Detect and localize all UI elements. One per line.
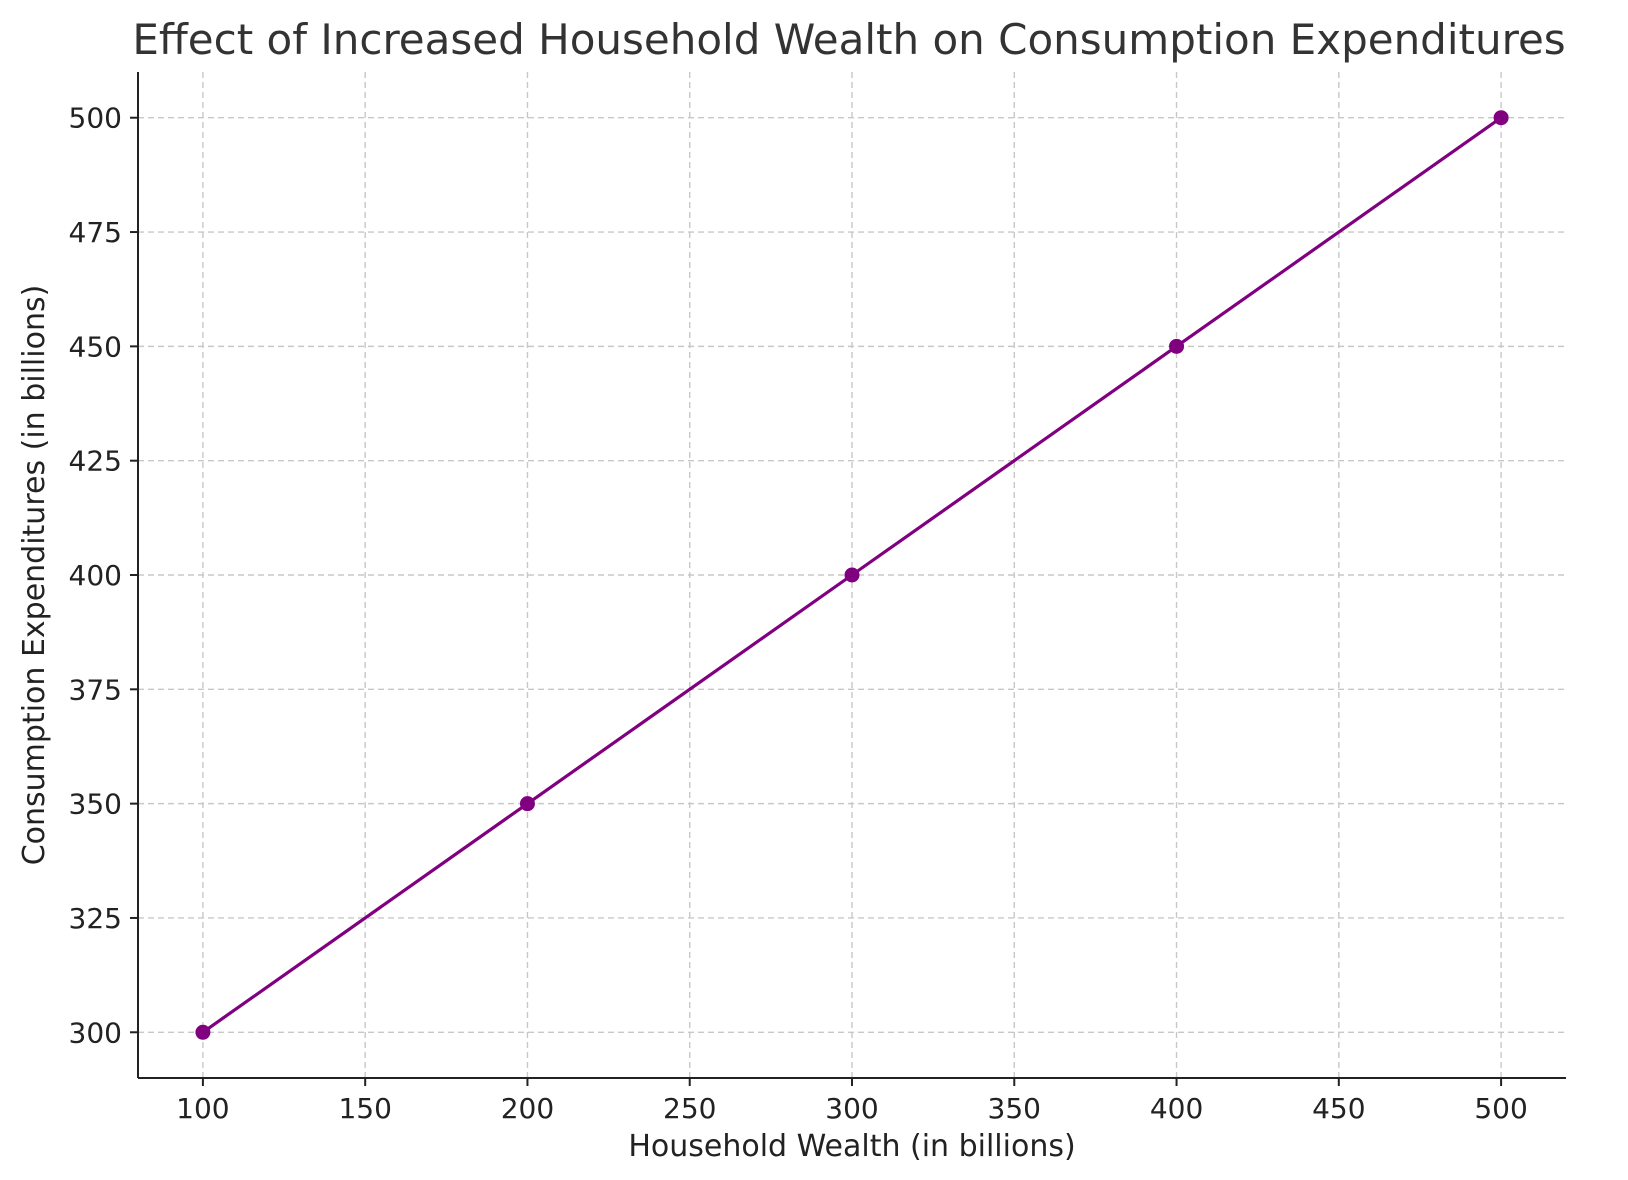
x-tick-label: 150: [338, 1092, 391, 1125]
y-tick-label: 500: [69, 102, 122, 135]
x-tick-label: 200: [501, 1092, 554, 1125]
x-tick-label: 450: [1312, 1092, 1365, 1125]
data-point: [844, 567, 860, 583]
data-point: [1169, 338, 1185, 354]
y-tick-label: 400: [69, 559, 122, 592]
data-point: [519, 796, 535, 812]
data-point: [1493, 110, 1509, 126]
x-tick-label: 500: [1474, 1092, 1527, 1125]
x-tick-label: 100: [176, 1092, 229, 1125]
x-tick-label: 350: [988, 1092, 1041, 1125]
x-tick-label: 250: [663, 1092, 716, 1125]
y-tick-label: 375: [69, 673, 122, 706]
y-tick-label: 350: [69, 788, 122, 821]
axes: [130, 72, 1566, 1086]
y-tick-label: 475: [69, 216, 122, 249]
data-point: [195, 1024, 211, 1040]
x-axis-label: Household Wealth (in billions): [628, 1129, 1075, 1164]
x-tick-label: 400: [1150, 1092, 1203, 1125]
grid: [138, 72, 1566, 1078]
y-tick-label: 300: [69, 1016, 122, 1049]
y-tick-label: 425: [69, 445, 122, 478]
y-tick-label: 325: [69, 902, 122, 935]
chart-title: Effect of Increased Household Wealth on …: [132, 15, 1565, 64]
y-tick-label: 450: [69, 330, 122, 363]
tick-labels: 100 150 200 250 300 350 400 450 500 300 325 350 375 4…: [69, 102, 1528, 1125]
series-layer: [195, 110, 1509, 1040]
x-tick-label: 300: [825, 1092, 878, 1125]
y-axis-label: Consumption Expenditures (in billions): [17, 285, 52, 866]
